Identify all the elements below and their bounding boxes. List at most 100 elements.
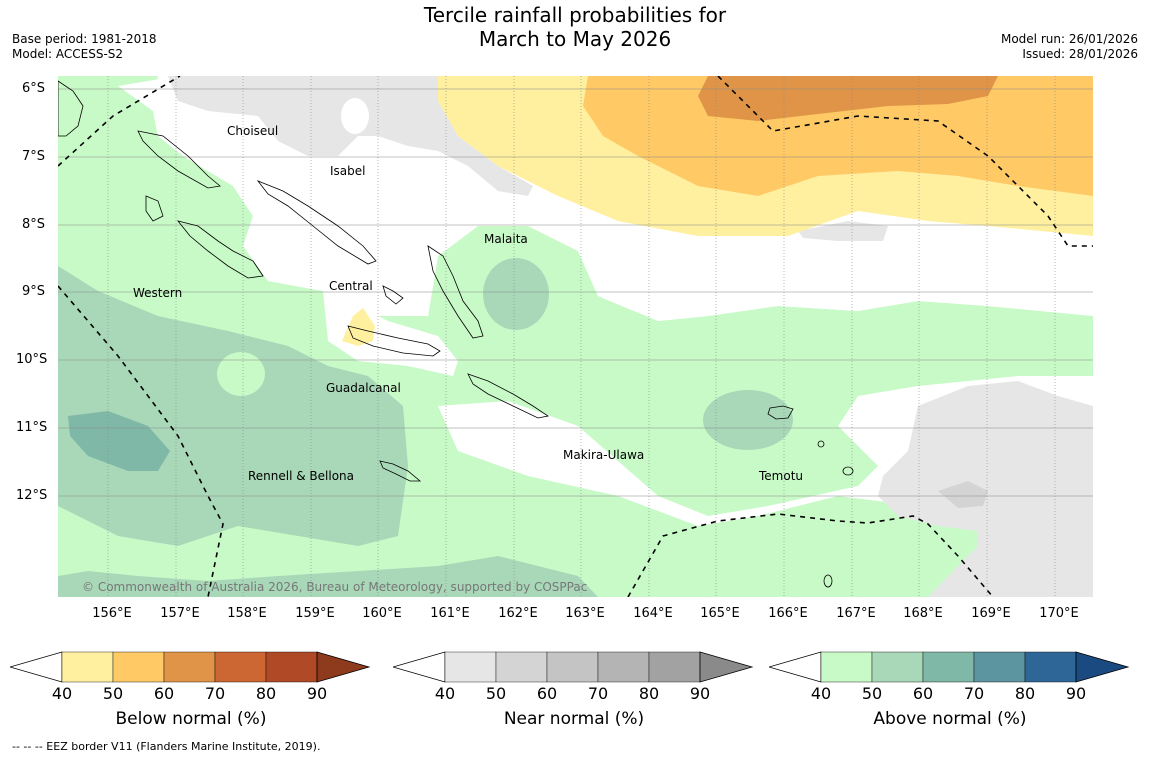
lon-label: 158°E <box>227 606 267 621</box>
islet-c <box>823 574 833 588</box>
colorbar-segment <box>597 651 650 683</box>
colorbar-tick: 80 <box>638 684 660 703</box>
lat-label: 7°S <box>22 149 46 164</box>
below-normal-central-blob <box>342 308 375 346</box>
issued-date: Issued: 28/01/2026 <box>1022 47 1138 61</box>
near-normal-southeast <box>878 381 1093 597</box>
colorbar-near-label: Near normal (%) <box>503 709 645 729</box>
eez-north-west <box>58 76 181 167</box>
lon-label: 167°E <box>836 606 876 621</box>
region-western: Western <box>133 286 183 300</box>
lon-label: 165°E <box>700 606 740 621</box>
lon-label: 170°E <box>1039 606 1079 621</box>
colorbar-tick: 50 <box>102 684 124 703</box>
lat-label: 9°S <box>22 284 46 299</box>
south-teal <box>58 556 598 597</box>
malaita-teal <box>483 258 549 330</box>
colorbar-tick: 50 <box>861 684 883 703</box>
gridlines <box>58 76 1093 597</box>
rennell-island <box>379 460 422 482</box>
islet-b <box>842 466 854 476</box>
lon-label: 166°E <box>768 606 808 621</box>
colorbar-max-triangle <box>316 651 371 683</box>
colorbar-tick: 40 <box>810 684 832 703</box>
colorbar-tick: 40 <box>51 684 73 703</box>
base-period: Base period: 1981-2018 <box>12 32 157 46</box>
isabel-island <box>256 180 377 265</box>
lon-label: 169°E <box>971 606 1011 621</box>
region-rennell: Rennell & Bellona <box>248 469 355 483</box>
title-line-1: Tercile rainfall probabilities for <box>423 3 727 27</box>
model-name: Model: ACCESS-S2 <box>12 47 124 61</box>
colorbar-below-label: Below normal (%) <box>115 709 267 729</box>
colorbar-min-triangle <box>769 651 822 683</box>
colorbar-above-label: Above normal (%) <box>873 709 1027 729</box>
meta-left: Base period: 1981-2018 Model: ACCESS-S2 <box>12 32 157 62</box>
colorbar-segment <box>1024 651 1077 683</box>
colorbar-tick: 90 <box>306 684 328 703</box>
west-hole <box>217 352 265 396</box>
colorbar-tick: 60 <box>153 684 175 703</box>
lon-label: 162°E <box>498 606 538 621</box>
eez-south-east <box>627 513 994 597</box>
near-hole <box>341 98 369 134</box>
region-isabel: Isabel <box>330 164 366 178</box>
lon-label: 156°E <box>92 606 132 621</box>
colorbar-segment <box>871 651 924 683</box>
guadalcanal-island <box>347 325 441 357</box>
ticks-above: 40 50 60 70 80 90 <box>769 684 1131 704</box>
colorbar-tick: 60 <box>912 684 934 703</box>
region-makira: Makira-Ulawa <box>563 448 645 462</box>
eez-footnote: -- -- -- EEZ border V11 (Flanders Marine… <box>12 740 321 753</box>
forecast-map <box>58 76 1093 597</box>
lat-label: 12°S <box>16 488 48 503</box>
colorbar-below <box>10 651 371 683</box>
copyright-credit: © Commonwealth of Australia 2026, Bureau… <box>82 580 588 594</box>
near-normal-east-small <box>798 221 888 241</box>
above-normal-50-west <box>58 266 408 546</box>
new-georgia-island <box>176 220 264 279</box>
lon-label: 163°E <box>565 606 605 621</box>
colorbar-max-triangle <box>1075 651 1130 683</box>
colorbar-segment <box>495 651 548 683</box>
eez-borders <box>58 76 1093 597</box>
colorbar-tick: 70 <box>204 684 226 703</box>
colorbar-segment <box>922 651 975 683</box>
western-islet <box>145 195 164 222</box>
meta-right: Model run: 26/01/2026 Issued: 28/01/2026 <box>1001 32 1138 62</box>
colorbar-tick: 70 <box>587 684 609 703</box>
lon-label: 161°E <box>430 606 470 621</box>
lon-label: 159°E <box>295 606 335 621</box>
choiseul-island <box>137 130 221 189</box>
colorbar-segment <box>61 651 114 683</box>
ticks-near: 40 50 60 70 80 90 <box>393 684 755 704</box>
model-run: Model run: 26/01/2026 <box>1000 32 1138 46</box>
colorbar-tick: 60 <box>536 684 558 703</box>
colorbar-segment <box>648 651 701 683</box>
colorbar-tick: 50 <box>485 684 507 703</box>
santa-cruz-island <box>767 405 794 420</box>
colorbar-tick: 80 <box>255 684 277 703</box>
colorbar-segment <box>214 651 267 683</box>
bougainville-coast <box>58 80 84 137</box>
colorbar-max-triangle <box>699 651 754 683</box>
colorbar-segment <box>444 651 497 683</box>
below-normal-60 <box>698 76 998 121</box>
lon-label: 164°E <box>633 606 673 621</box>
lon-label: 160°E <box>362 606 402 621</box>
coastlines <box>58 80 854 588</box>
colorbar-tick: 80 <box>1014 684 1036 703</box>
region-temotu: Temotu <box>759 469 804 483</box>
lat-label: 11°S <box>16 420 48 435</box>
colorbar-segment <box>973 651 1026 683</box>
colorbar-segment <box>163 651 216 683</box>
lon-label: 168°E <box>903 606 943 621</box>
colorbar-segment <box>265 651 318 683</box>
eez-north-east <box>717 76 1093 247</box>
colorbar-above <box>769 651 1130 683</box>
colorbar-tick: 90 <box>1065 684 1087 703</box>
colorbar-tick: 70 <box>963 684 985 703</box>
colorbar-tick: 40 <box>434 684 456 703</box>
eez-south-west <box>58 285 224 597</box>
map-title: Tercile rainfall probabilities for March… <box>375 3 775 51</box>
